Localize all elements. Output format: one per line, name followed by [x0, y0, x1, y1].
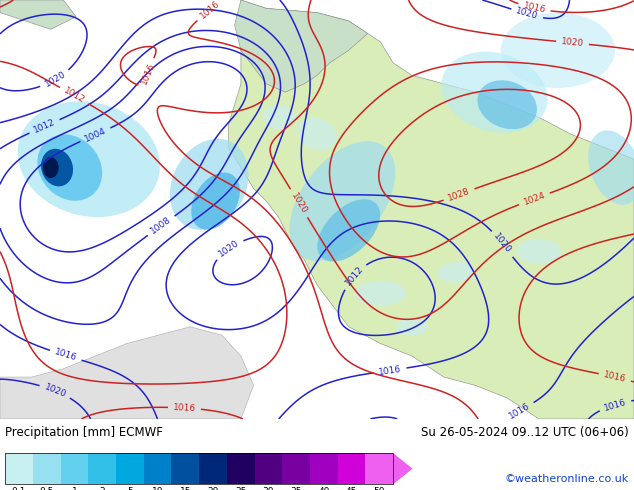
Text: 1016: 1016 [198, 0, 222, 21]
Ellipse shape [263, 105, 295, 130]
Ellipse shape [191, 172, 240, 230]
Text: 1012: 1012 [32, 118, 57, 135]
Ellipse shape [37, 134, 102, 201]
Text: 1016: 1016 [378, 364, 402, 376]
Text: 1012: 1012 [343, 265, 365, 288]
Text: 1004: 1004 [83, 126, 108, 144]
Bar [282, 453, 310, 484]
Text: 0.1: 0.1 [12, 487, 26, 490]
Ellipse shape [396, 318, 428, 335]
Bar [5, 453, 393, 484]
Text: 40: 40 [318, 487, 330, 490]
Text: 1016: 1016 [53, 348, 78, 363]
Ellipse shape [41, 149, 73, 186]
Text: ©weatheronline.co.uk: ©weatheronline.co.uk [505, 474, 629, 484]
Text: 50: 50 [373, 487, 385, 490]
Text: 1016: 1016 [507, 401, 532, 421]
Bar [144, 453, 171, 484]
Ellipse shape [477, 80, 537, 129]
Text: 20: 20 [207, 487, 219, 490]
Text: 15: 15 [179, 487, 191, 490]
Text: 25: 25 [235, 487, 247, 490]
Polygon shape [0, 327, 254, 419]
Ellipse shape [18, 101, 160, 217]
Ellipse shape [43, 157, 58, 178]
Text: 45: 45 [346, 487, 357, 490]
Ellipse shape [355, 281, 406, 306]
Polygon shape [228, 0, 634, 419]
Bar [199, 453, 227, 484]
Ellipse shape [437, 262, 476, 283]
Bar [171, 453, 199, 484]
Text: 1020: 1020 [515, 6, 540, 22]
Ellipse shape [441, 51, 548, 133]
Polygon shape [0, 0, 76, 29]
Bar [116, 453, 144, 484]
Ellipse shape [588, 130, 634, 205]
Text: 5: 5 [127, 487, 133, 490]
Text: Su 26-05-2024 09..12 UTC (06+06): Su 26-05-2024 09..12 UTC (06+06) [421, 426, 629, 439]
Ellipse shape [170, 139, 249, 230]
Text: 1: 1 [72, 487, 77, 490]
Polygon shape [393, 453, 413, 484]
Bar [338, 453, 365, 484]
Text: 1020: 1020 [492, 232, 513, 256]
Text: 1024: 1024 [522, 191, 547, 207]
Text: 2: 2 [100, 487, 105, 490]
Text: 1016: 1016 [522, 1, 547, 15]
Bar [60, 453, 88, 484]
Bar [227, 453, 254, 484]
Bar [254, 453, 282, 484]
Text: 35: 35 [290, 487, 302, 490]
Bar [310, 453, 338, 484]
Ellipse shape [290, 141, 395, 261]
Text: 1020: 1020 [43, 382, 67, 399]
Text: 1020: 1020 [560, 37, 585, 49]
Ellipse shape [501, 13, 615, 88]
Polygon shape [235, 0, 368, 92]
Text: 30: 30 [262, 487, 274, 490]
Text: 10: 10 [152, 487, 163, 490]
Text: 1028: 1028 [447, 186, 472, 203]
Text: 1020: 1020 [217, 239, 241, 259]
Text: 1020: 1020 [43, 70, 67, 89]
Bar [88, 453, 116, 484]
Ellipse shape [517, 239, 561, 264]
Text: 1016: 1016 [603, 370, 627, 384]
Text: 1016: 1016 [603, 397, 628, 413]
Ellipse shape [297, 118, 337, 150]
Bar [365, 453, 393, 484]
Text: 1020: 1020 [289, 191, 309, 216]
Bar [33, 453, 60, 484]
Text: 0.5: 0.5 [39, 487, 54, 490]
Text: 1016: 1016 [139, 61, 157, 86]
Text: 1008: 1008 [149, 216, 173, 236]
Text: Precipitation [mm] ECMWF: Precipitation [mm] ECMWF [5, 426, 163, 439]
Bar [5, 453, 33, 484]
Text: 1012: 1012 [62, 86, 86, 105]
Ellipse shape [317, 199, 380, 262]
Text: 1016: 1016 [172, 403, 196, 413]
